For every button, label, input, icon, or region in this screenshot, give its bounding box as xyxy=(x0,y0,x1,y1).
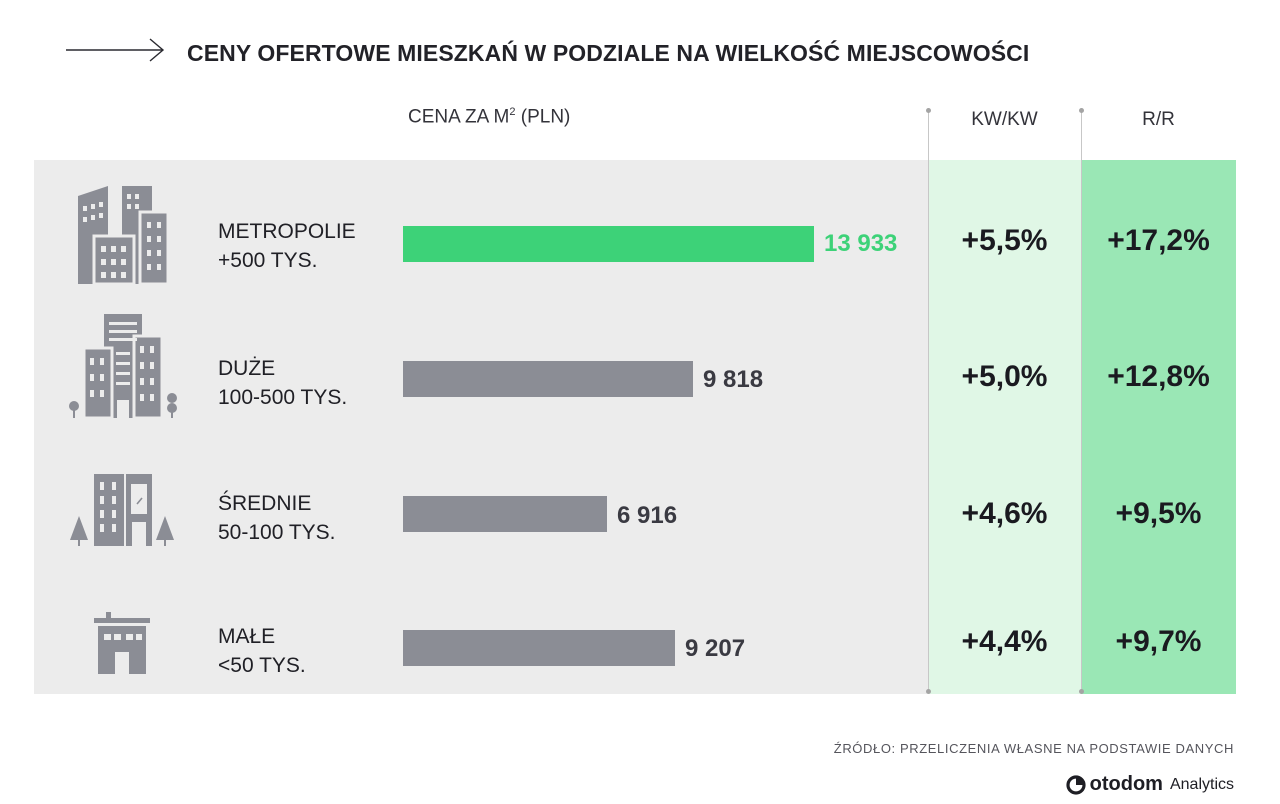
row-label-line2: +500 TYS. xyxy=(218,249,318,272)
column-divider xyxy=(928,110,929,692)
kw-value: +5,0% xyxy=(961,360,1048,393)
large-city-icon xyxy=(69,314,177,420)
row-label-line1: DUŻE xyxy=(218,357,276,380)
price-header-suffix: (PLN) xyxy=(515,106,571,128)
divider-dot xyxy=(926,689,931,694)
row-label-duze: DUŻE 100-500 TYS. xyxy=(218,354,347,412)
arrow-right-icon xyxy=(66,38,165,62)
divider-dot xyxy=(1079,689,1084,694)
chart-title: CENY OFERTOWE MIESZKAŃ W PODZIALE NA WIE… xyxy=(187,40,1030,66)
rr-column-header: R/R xyxy=(1142,109,1175,130)
bar-srednie xyxy=(403,496,607,532)
column-divider xyxy=(1081,110,1082,692)
source-note: ŹRÓDŁO: PRZELICZENIA WŁASNE NA PODSTAWIE… xyxy=(833,741,1234,756)
brand-suffix: Analytics xyxy=(1169,775,1234,793)
row-label-line2: 100-500 TYS. xyxy=(218,386,348,409)
brand-name: otodom xyxy=(1089,773,1163,795)
kw-value: +4,6% xyxy=(961,497,1048,530)
price-column-header: CENA ZA M2 (PLN) xyxy=(408,106,570,128)
bar-value-label: 6 916 xyxy=(617,502,678,529)
small-town-icon xyxy=(94,612,150,674)
bar-value-label: 9 207 xyxy=(685,635,746,662)
kw-column-header: KW/KW xyxy=(971,109,1038,130)
rr-value: +9,5% xyxy=(1115,497,1202,530)
bar-value-label: 13 933 xyxy=(824,230,898,257)
divider-dot xyxy=(926,108,931,113)
metropolis-icon xyxy=(78,186,170,286)
price-header-superscript: 2 xyxy=(509,106,516,118)
rr-value: +17,2% xyxy=(1107,224,1210,257)
row-label-line2: 50-100 TYS. xyxy=(218,521,336,544)
rr-value: +9,7% xyxy=(1115,625,1202,658)
bar-male xyxy=(403,630,675,666)
row-label-line1: ŚREDNIE xyxy=(218,492,312,515)
bar-duze xyxy=(403,361,693,397)
price-header-prefix: CENA ZA M xyxy=(408,106,510,128)
row-label-line2: <50 TYS. xyxy=(218,654,306,677)
row-label-line1: MAŁE xyxy=(218,625,276,648)
rr-value: +12,8% xyxy=(1107,360,1210,393)
kw-value: +5,5% xyxy=(961,224,1048,257)
bar-metropolie xyxy=(403,226,814,262)
brand-logo: otodom Analytics xyxy=(1066,773,1234,796)
row-label-metropolie: METROPOLIE +500 TYS. xyxy=(218,217,356,275)
divider-dot xyxy=(1079,108,1084,113)
kw-value: +4,4% xyxy=(961,625,1048,658)
medium-town-icon xyxy=(70,474,174,546)
kw-column-background xyxy=(928,160,1081,694)
row-label-male: MAŁE <50 TYS. xyxy=(218,622,306,680)
rr-column-background xyxy=(1081,160,1236,694)
otodom-logo-icon xyxy=(1066,774,1086,795)
bar-value-label: 9 818 xyxy=(703,366,764,393)
row-label-srednie: ŚREDNIE 50-100 TYS. xyxy=(218,489,336,547)
row-label-line1: METROPOLIE xyxy=(218,220,356,243)
